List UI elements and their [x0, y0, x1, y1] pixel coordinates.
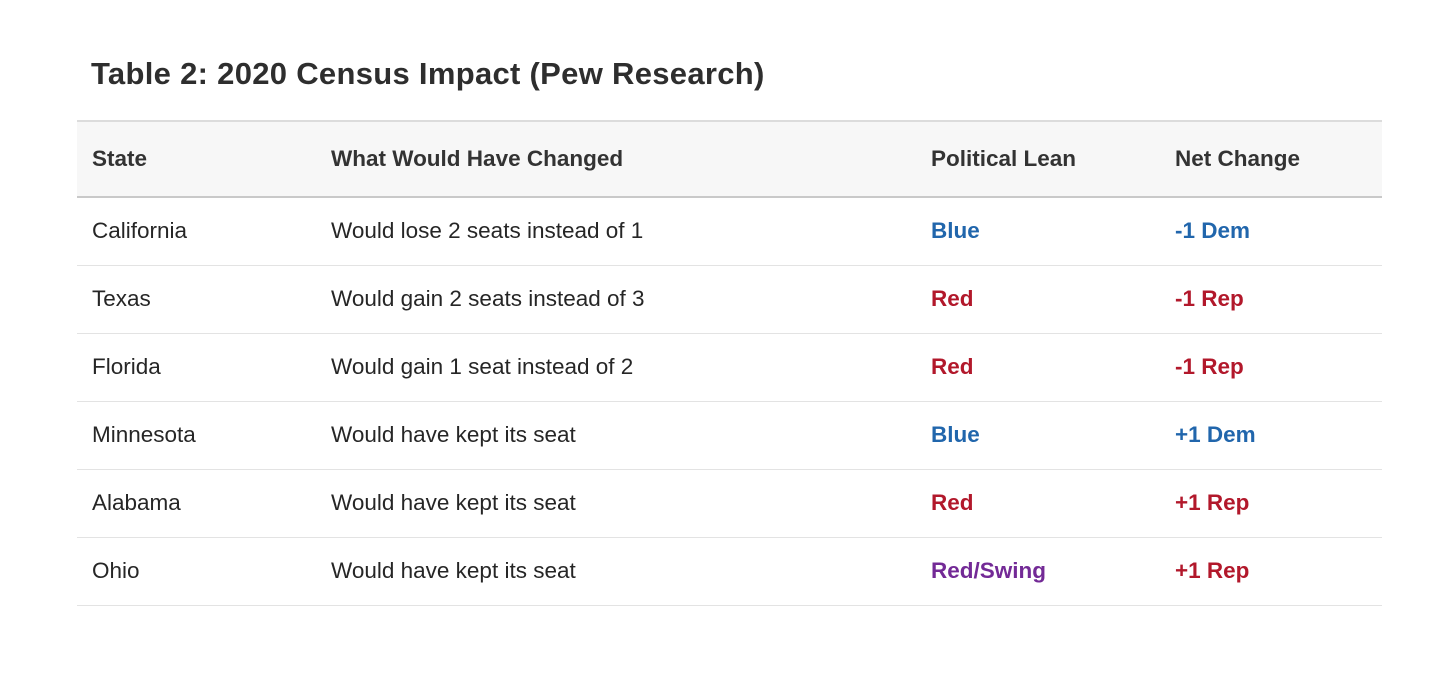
page-title: Table 2: 2020 Census Impact (Pew Researc…	[91, 56, 765, 91]
state-cell: Texas	[92, 286, 151, 311]
table-row: Alabama Would have kept its seat Red +1 …	[77, 469, 1382, 537]
net-change-cell: +1 Rep	[1175, 490, 1250, 515]
table-row: Florida Would gain 1 seat instead of 2 R…	[77, 333, 1382, 401]
header-political-lean: Political Lean	[916, 121, 1160, 198]
header-what-would-have-changed: What Would Have Changed	[316, 121, 916, 198]
header-state: State	[77, 121, 316, 198]
changed-cell: Would lose 2 seats instead of 1	[331, 218, 644, 244]
table-row: California Would lose 2 seats instead of…	[77, 197, 1382, 265]
political-lean-cell: Red	[931, 354, 974, 379]
header-row: State What Would Have Changed Political …	[77, 121, 1382, 198]
changed-cell: Would have kept its seat	[331, 422, 576, 447]
table-row: Ohio Would have kept its seat Red/Swing …	[77, 537, 1382, 605]
state-cell: Alabama	[92, 490, 181, 515]
table-row: Minnesota Would have kept its seat Blue …	[77, 401, 1382, 469]
changed-cell: Would gain 1 seat instead of 2	[331, 354, 634, 379]
changed-cell: Would have kept its seat	[331, 490, 576, 515]
state-cell: Minnesota	[92, 422, 196, 447]
net-change-cell: +1 Dem	[1175, 422, 1256, 447]
header-net-change: Net Change	[1160, 121, 1382, 198]
census-impact-table: State What Would Have Changed Political …	[77, 120, 1382, 606]
political-lean-cell: Red	[931, 490, 974, 515]
political-lean-cell: Blue	[931, 218, 980, 244]
state-cell: Ohio	[92, 558, 140, 583]
table-body: California Would lose 2 seats instead of…	[77, 197, 1382, 605]
table-row: Texas Would gain 2 seats instead of 3 Re…	[77, 265, 1382, 333]
changed-cell: Would have kept its seat	[331, 558, 576, 583]
net-change-cell: -1 Rep	[1175, 354, 1244, 379]
changed-cell: Would gain 2 seats instead of 3	[331, 286, 645, 311]
political-lean-cell: Red/Swing	[931, 558, 1047, 583]
political-lean-cell: Blue	[931, 422, 980, 447]
net-change-cell: -1 Dem	[1175, 218, 1251, 244]
page-container: Table 2: 2020 Census Impact (Pew Researc…	[77, 56, 1382, 606]
state-cell: Florida	[92, 354, 161, 379]
net-change-cell: -1 Rep	[1175, 286, 1244, 311]
table-header: State What Would Have Changed Political …	[77, 121, 1382, 198]
state-cell: California	[92, 218, 188, 244]
net-change-cell: +1 Rep	[1175, 558, 1250, 583]
political-lean-cell: Red	[931, 286, 974, 311]
